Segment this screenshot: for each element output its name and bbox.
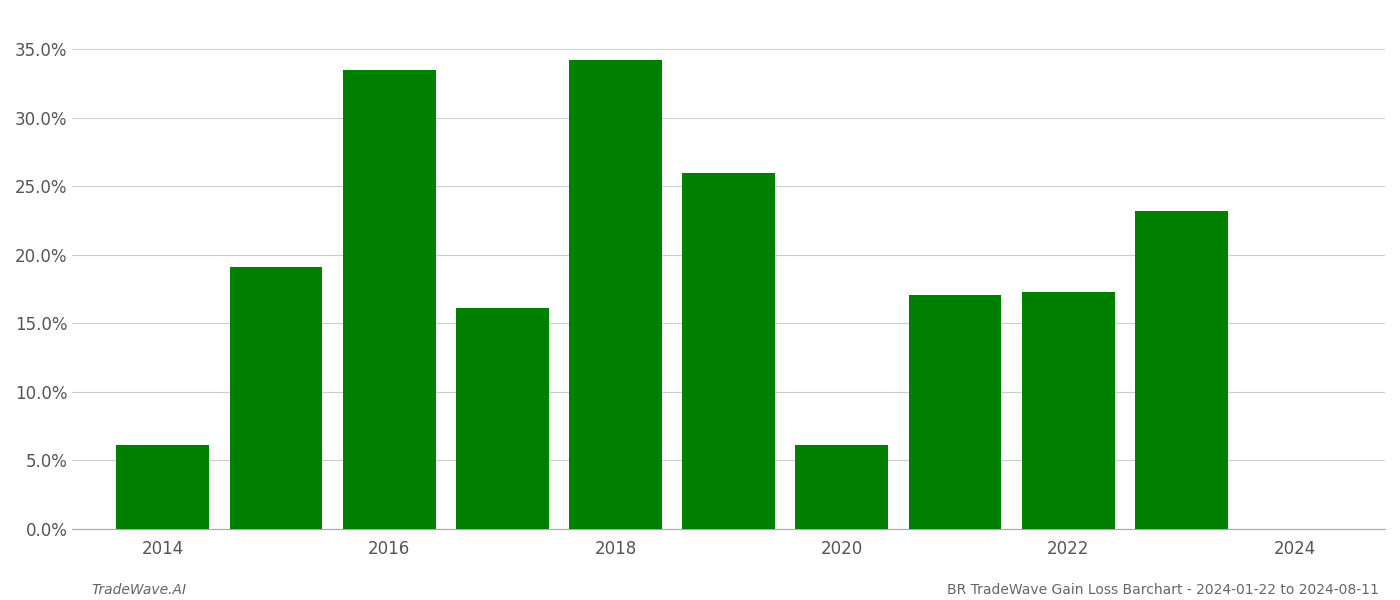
Bar xyxy=(1135,211,1228,529)
Bar xyxy=(1022,292,1114,529)
Bar xyxy=(343,70,435,529)
Bar xyxy=(116,445,209,529)
Text: TradeWave.AI: TradeWave.AI xyxy=(91,583,186,597)
Bar xyxy=(909,295,1001,529)
Text: BR TradeWave Gain Loss Barchart - 2024-01-22 to 2024-08-11: BR TradeWave Gain Loss Barchart - 2024-0… xyxy=(948,583,1379,597)
Bar xyxy=(230,267,322,529)
Bar xyxy=(456,308,549,529)
Bar xyxy=(682,173,776,529)
Bar xyxy=(570,60,662,529)
Bar xyxy=(795,445,888,529)
